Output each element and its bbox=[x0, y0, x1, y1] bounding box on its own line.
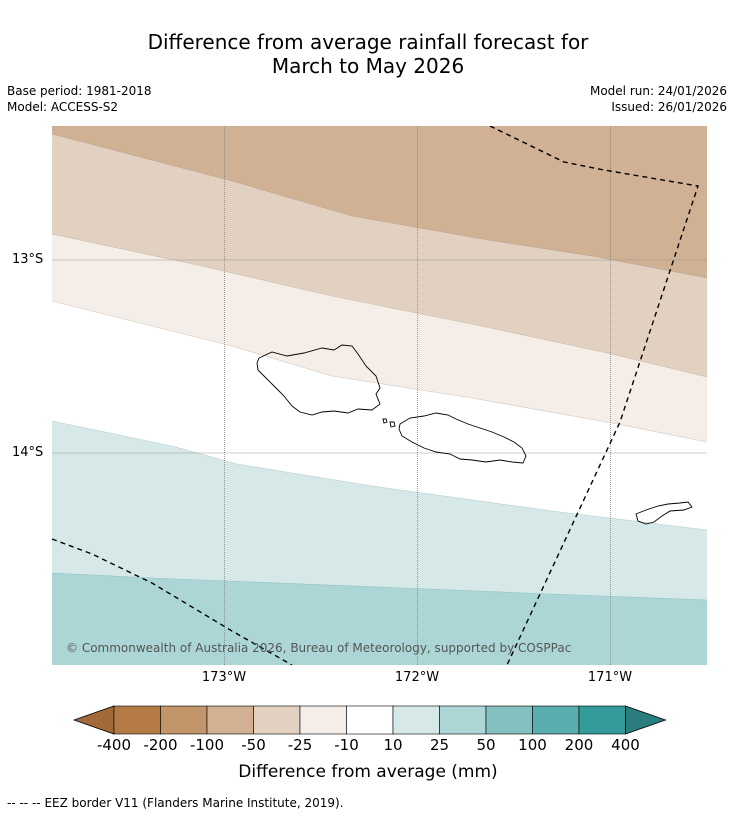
title-line-1: Difference from average rainfall forecas… bbox=[147, 30, 589, 54]
colorbar-label: Difference from average (mm) bbox=[238, 762, 498, 782]
contour-line-5 bbox=[52, 572, 707, 601]
colorbar-segment bbox=[299, 705, 347, 735]
contour-line-3 bbox=[52, 300, 707, 443]
contour-line-2 bbox=[52, 233, 707, 378]
band-light-brown bbox=[52, 234, 707, 442]
colorbar-segment bbox=[160, 705, 208, 735]
eez-border-southwest bbox=[52, 538, 293, 665]
colorbar-tick-label: -50 bbox=[241, 736, 266, 754]
colorbar-extend-high bbox=[625, 705, 667, 735]
meta-left: Base period: 1981-2018 Model: ACCESS-S2 bbox=[7, 83, 152, 115]
colorbar-segment bbox=[346, 705, 394, 735]
title-line-2: March to May 2026 bbox=[271, 54, 465, 78]
savaii-island-outline bbox=[256, 344, 381, 416]
model-name: Model: ACCESS-S2 bbox=[7, 100, 119, 114]
colorbar-segment bbox=[206, 705, 254, 735]
upolu-island-outline bbox=[398, 412, 527, 464]
map-area bbox=[52, 126, 707, 665]
colorbar-tick-label: 25 bbox=[429, 736, 450, 754]
colorbar-tick-label: -10 bbox=[334, 736, 359, 754]
chart-title: Difference from average rainfall forecas… bbox=[0, 30, 736, 78]
colorbar-svg bbox=[72, 705, 667, 735]
base-period: Base period: 1981-2018 bbox=[7, 84, 152, 98]
band-dark-brown bbox=[52, 126, 707, 278]
colorbar-tick-label: -100 bbox=[189, 736, 225, 754]
lon-label-173w: 173°W bbox=[201, 670, 247, 685]
colorbar bbox=[0, 700, 736, 760]
apolima-islet-outline bbox=[382, 418, 388, 424]
colorbar-segment bbox=[113, 705, 161, 735]
colorbar-tick-label: 50 bbox=[476, 736, 496, 754]
colorbar-tick-label: 10 bbox=[383, 736, 403, 754]
tutuila-island-outline bbox=[635, 501, 693, 525]
lat-label-13s: 13°S bbox=[12, 252, 44, 267]
meta-right: Model run: 24/01/2026 Issued: 26/01/2026 bbox=[590, 83, 727, 115]
band-mid-teal bbox=[52, 573, 707, 665]
copyright-text: © Commonwealth of Australia 2026, Bureau… bbox=[66, 641, 572, 655]
model-run: Model run: 24/01/2026 bbox=[589, 84, 727, 98]
colorbar-segment bbox=[439, 705, 487, 735]
lat-label-14s: 14°S bbox=[12, 445, 44, 460]
colorbar-segment bbox=[253, 705, 301, 735]
contour-line-1 bbox=[52, 133, 707, 279]
colorbar-segment bbox=[485, 705, 533, 735]
colorbar-tick-label: 200 bbox=[564, 736, 594, 754]
colorbar-tick-label: 400 bbox=[611, 736, 640, 754]
colorbar-segment bbox=[532, 705, 580, 735]
issued-date: Issued: 26/01/2026 bbox=[611, 100, 727, 114]
lon-label-171w: 171°W bbox=[587, 670, 633, 685]
eez-legend: -- -- -- EEZ border V11 (Flanders Marine… bbox=[7, 796, 344, 810]
colorbar-tick-label: 100 bbox=[518, 736, 547, 754]
colorbar-tick-label: -200 bbox=[143, 736, 178, 754]
band-mid-brown bbox=[52, 134, 707, 377]
lon-label-172w: 172°W bbox=[394, 670, 440, 685]
colorbar-extend-low bbox=[72, 705, 115, 735]
eez-line-symbol: -- -- -- bbox=[7, 796, 41, 810]
map-svg bbox=[52, 126, 707, 665]
eez-legend-text: EEZ border V11 (Flanders Marine Institut… bbox=[44, 796, 344, 810]
colorbar-segment bbox=[578, 705, 626, 735]
colorbar-tick-label: -25 bbox=[287, 736, 313, 754]
manono-islet-outline bbox=[389, 421, 396, 428]
colorbar-segment bbox=[392, 705, 440, 735]
colorbar-tick-label: -400 bbox=[96, 736, 132, 754]
